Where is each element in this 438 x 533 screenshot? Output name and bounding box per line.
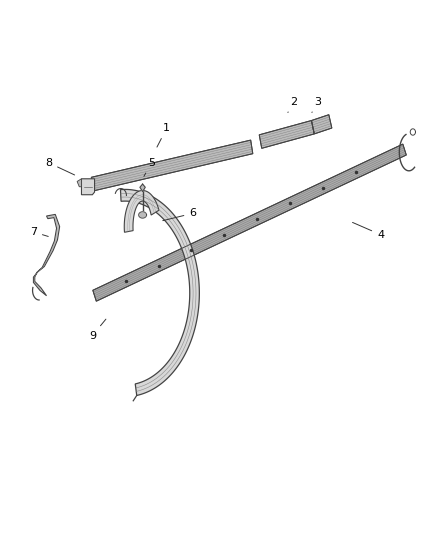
Polygon shape — [120, 189, 199, 395]
Polygon shape — [93, 144, 406, 301]
Polygon shape — [259, 120, 314, 148]
Text: 5: 5 — [144, 158, 155, 176]
Text: 4: 4 — [353, 222, 384, 240]
Polygon shape — [91, 140, 253, 191]
Polygon shape — [81, 179, 95, 195]
Text: 1: 1 — [157, 123, 170, 147]
Polygon shape — [33, 214, 60, 296]
Polygon shape — [139, 212, 147, 218]
Polygon shape — [77, 179, 81, 187]
Polygon shape — [311, 115, 332, 134]
Text: 9: 9 — [89, 319, 106, 341]
Polygon shape — [124, 190, 159, 232]
Text: 2: 2 — [288, 96, 297, 112]
Text: 7: 7 — [30, 227, 48, 237]
Text: 6: 6 — [163, 208, 196, 221]
Text: 8: 8 — [45, 158, 74, 175]
Polygon shape — [140, 184, 145, 191]
Text: 3: 3 — [312, 96, 321, 112]
